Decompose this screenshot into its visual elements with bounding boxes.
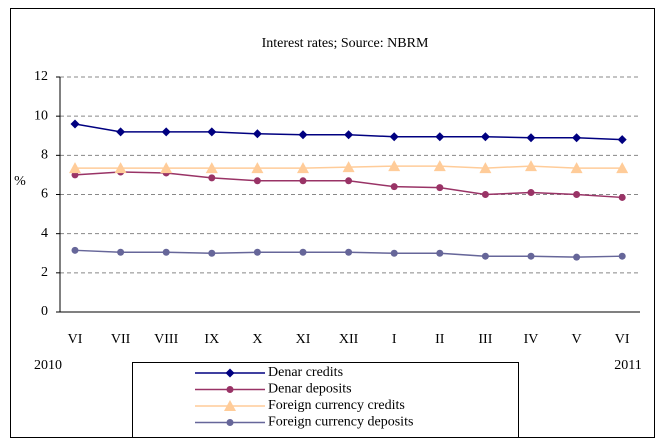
year-label: 2010 xyxy=(34,358,62,373)
data-point xyxy=(618,193,626,201)
data-point xyxy=(297,162,309,174)
x-tick-label: II xyxy=(435,332,445,347)
data-point xyxy=(299,248,307,256)
legend-marker xyxy=(226,419,234,426)
legend-label: Denar deposits xyxy=(268,382,352,397)
data-point xyxy=(481,191,489,198)
data-point xyxy=(481,252,489,260)
data-point xyxy=(253,248,261,256)
data-point xyxy=(525,160,537,172)
data-point xyxy=(160,162,173,174)
x-tick-label: X xyxy=(252,332,262,347)
x-tick-label: XI xyxy=(296,332,311,347)
chart-title: Interest rates; Source: NBRM xyxy=(262,36,429,51)
data-point xyxy=(298,130,308,140)
data-point xyxy=(435,132,445,142)
legend xyxy=(132,362,519,438)
data-point xyxy=(526,133,536,143)
data-point xyxy=(345,248,353,256)
year-label: 2011 xyxy=(614,358,641,373)
data-point xyxy=(480,132,490,142)
data-point xyxy=(251,162,264,174)
data-point xyxy=(390,183,398,191)
data-point xyxy=(162,248,170,256)
data-point xyxy=(389,132,399,142)
data-point xyxy=(436,249,444,257)
y-axis-label: % xyxy=(14,174,26,189)
data-point xyxy=(573,191,581,198)
data-point xyxy=(117,248,125,256)
data-point xyxy=(390,249,398,257)
data-point xyxy=(208,249,216,257)
data-point xyxy=(253,177,261,185)
data-point xyxy=(161,127,171,137)
data-point xyxy=(299,177,307,185)
x-tick-label: XII xyxy=(339,332,359,347)
x-tick-label: V xyxy=(572,332,582,347)
y-tick-label: 0 xyxy=(41,304,48,319)
data-point xyxy=(344,130,354,140)
legend-marker xyxy=(226,386,234,393)
data-point xyxy=(207,127,217,137)
legend-marker xyxy=(224,400,236,411)
legend-marker xyxy=(225,368,235,378)
data-point xyxy=(345,177,353,185)
data-point xyxy=(617,135,627,145)
y-tick-label: 2 xyxy=(41,265,48,280)
data-point xyxy=(71,246,79,254)
legend-label: Denar credits xyxy=(268,365,343,380)
data-point xyxy=(114,162,127,174)
data-point xyxy=(69,162,81,174)
data-point xyxy=(616,162,629,174)
data-point xyxy=(342,161,355,173)
x-tick-label: VII xyxy=(111,332,131,347)
x-tick-label: VI xyxy=(615,332,630,347)
data-point xyxy=(573,253,581,261)
x-tick-label: III xyxy=(478,332,492,347)
data-point xyxy=(116,127,126,137)
y-tick-label: 4 xyxy=(41,226,48,241)
x-tick-label: VIII xyxy=(154,332,178,347)
x-tick-label: IX xyxy=(204,332,219,347)
data-point xyxy=(572,133,582,143)
y-tick-label: 10 xyxy=(34,108,48,123)
data-point xyxy=(71,171,79,179)
data-point xyxy=(436,184,444,192)
data-point xyxy=(479,162,492,174)
legend-label: Foreign currency deposits xyxy=(268,415,413,430)
data-point xyxy=(70,119,80,129)
data-point xyxy=(388,160,401,172)
data-point xyxy=(527,252,535,260)
legend-label: Foreign currency credits xyxy=(268,398,405,413)
data-point xyxy=(252,129,262,139)
x-tick-label: I xyxy=(392,332,397,347)
data-point xyxy=(433,160,446,172)
data-point xyxy=(618,252,626,260)
y-tick-label: 8 xyxy=(41,148,48,163)
data-point xyxy=(208,174,216,182)
data-point xyxy=(570,162,583,174)
data-point xyxy=(527,189,535,197)
y-tick-label: 12 xyxy=(34,69,48,84)
x-tick-label: IV xyxy=(524,332,539,347)
y-tick-label: 6 xyxy=(41,187,48,202)
x-tick-label: VI xyxy=(68,332,83,347)
data-point xyxy=(205,162,218,174)
